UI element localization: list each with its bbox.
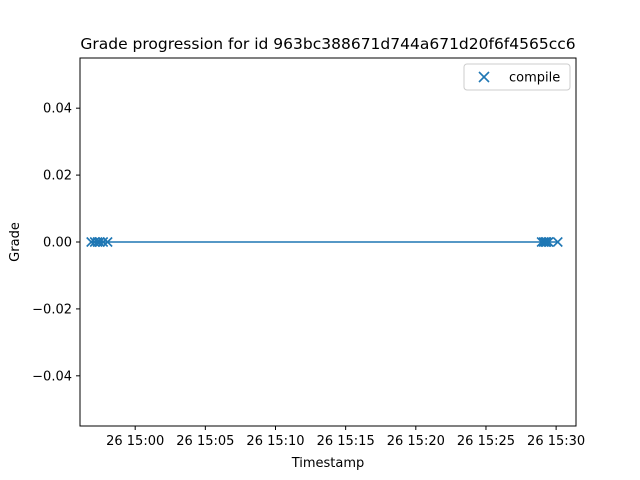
data-point [552, 236, 563, 248]
data-point [540, 236, 551, 248]
x-tick-label: 26 15:20 [387, 434, 445, 449]
axes: 26 15:00 26 15:05 26 15:10 26 15:15 26 15:20… [32, 57, 585, 449]
y-tick-label: −0.04 [32, 369, 72, 384]
x-tick-label: 26 15:05 [176, 434, 234, 449]
y-tick-label: 0.00 [43, 236, 72, 251]
legend-marker [478, 71, 490, 83]
x-axis-label: Timestamp [291, 456, 365, 471]
x-tick-label: 26 15:10 [246, 434, 304, 449]
x-tick-label: 26 15:15 [317, 434, 375, 449]
y-tick-label: −0.02 [32, 302, 72, 317]
data-point [102, 236, 113, 248]
x-tick-label: 26 15:25 [457, 434, 515, 449]
x-tick-label: 26 15:30 [527, 434, 585, 449]
chart-title: Grade progression for id 963bc388671d744… [80, 35, 575, 53]
y-tick-label: 0.04 [43, 102, 72, 117]
x-tick-label: 26 15:00 [106, 434, 164, 449]
data-point [94, 236, 105, 248]
legend-box [463, 63, 571, 91]
legend: compile [463, 63, 571, 91]
plot-area [86, 236, 563, 248]
y-axis-label: Grade [8, 222, 23, 262]
data-point [98, 236, 109, 248]
legend-label: compile [509, 71, 560, 86]
data-point [543, 236, 554, 248]
y-tick-label: 0.02 [43, 169, 72, 184]
data-point [541, 236, 552, 248]
